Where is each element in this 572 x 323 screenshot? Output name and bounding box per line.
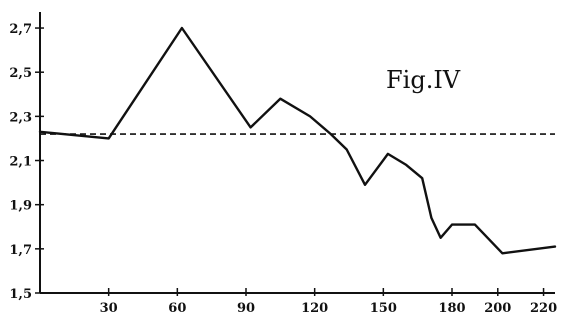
axes xyxy=(39,12,555,294)
y-tick-label: 2,7 xyxy=(9,22,32,37)
y-tick-label: 1,7 xyxy=(9,243,32,258)
series-line xyxy=(38,26,557,255)
x-tick-label: 220 xyxy=(530,301,557,316)
y-tick-label: 1,9 xyxy=(9,199,32,214)
y-tick-label: 2,5 xyxy=(9,66,32,81)
x-tick-label: 180 xyxy=(438,301,465,316)
y-tick-label: 2,3 xyxy=(9,110,32,125)
x-tick-label: 60 xyxy=(168,301,186,316)
x-tick-label: 200 xyxy=(484,301,511,316)
y-tick-label: 1,5 xyxy=(9,287,32,302)
y-tick-label: 2,1 xyxy=(9,155,32,170)
ticks: 1,5 1,7 1,9 2,1 2,3 2,5 2,7 30 60 90 120 150 180 200 2… xyxy=(9,22,557,316)
series xyxy=(38,26,557,255)
x-tick-label: 30 xyxy=(100,301,118,316)
x-tick-label: 150 xyxy=(370,301,397,316)
x-tick-label: 90 xyxy=(237,301,255,316)
figure-label: Fig.IV xyxy=(386,66,461,94)
x-tick-label: 120 xyxy=(301,301,328,316)
